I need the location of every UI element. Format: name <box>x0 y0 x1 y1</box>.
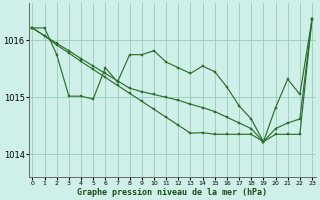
X-axis label: Graphe pression niveau de la mer (hPa): Graphe pression niveau de la mer (hPa) <box>77 188 267 197</box>
